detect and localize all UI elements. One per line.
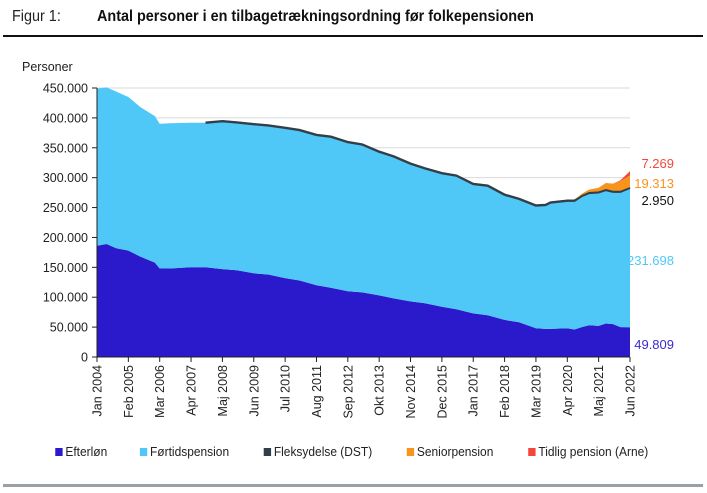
y-tick-label: 350.000 (43, 141, 88, 155)
end-value-labels: 7.269 19.313 2.950 231.698 49.809 (627, 156, 674, 352)
end-label: 231.698 (627, 253, 674, 268)
x-tick-label: Aug 2011 (310, 365, 324, 418)
y-tick-label: 150.000 (43, 261, 88, 275)
y-tick-label: 0 (81, 351, 88, 365)
line-fleksydelse (205, 119, 631, 207)
y-tick-label: 450.000 (43, 82, 88, 96)
x-tick-label: Feb 2018 (498, 365, 512, 418)
area-førtidspension (97, 87, 630, 330)
x-tick-label: Nov 2014 (404, 365, 418, 419)
legend-item: Fleksydelse (DST) (263, 444, 373, 459)
y-tick-label: 100.000 (43, 291, 88, 305)
y-tick-label: 400.000 (43, 111, 88, 125)
legend-label: Seniorpension (416, 444, 494, 459)
x-tick-label: Jan 2017 (467, 365, 481, 416)
x-axis: Jan 2004 Feb 2005 Mar 2006 Apr 2007 Maj 2008… (91, 356, 638, 419)
x-tick-label: Maj 2008 (216, 365, 230, 416)
legend-swatch (528, 447, 536, 456)
legend-swatch (55, 447, 64, 456)
x-tick-label: Apr 2020 (561, 365, 575, 416)
x-tick-label: Jun 2022 (624, 365, 638, 416)
stacked-area-chart: Personer 0 50.000 100.000 150.000 200.000 250… (22, 60, 674, 419)
end-label: 49.809 (634, 337, 674, 352)
x-tick-label: Dec 2015 (435, 365, 449, 419)
legend-item: Førtidspension (139, 444, 230, 459)
legend-label: Efterløn (65, 444, 108, 459)
x-tick-label: Okt 2013 (373, 365, 387, 416)
legend-swatch (406, 447, 415, 456)
legend-item: Efterløn (55, 444, 108, 459)
legend-item: Seniorpension (406, 444, 494, 459)
figure-label: Figur 1: (12, 8, 61, 25)
y-tick-label: 300.000 (43, 171, 88, 185)
x-tick-label: Sep 2012 (341, 365, 355, 419)
y-tick-label: 50.000 (50, 321, 88, 335)
x-tick-label: Jan 2004 (91, 365, 105, 416)
header-divider (3, 35, 703, 37)
area-efterløn (97, 244, 630, 357)
chart-legend: Efterløn Førtidspension Fleksydelse (DST) S… (0, 444, 707, 459)
figure-header: Figur 1: Antal personer i en tilbagetræk… (12, 6, 702, 32)
legend-item: Tidlig pension (Arne) (528, 444, 648, 459)
x-tick-label: Mar 2019 (529, 365, 543, 418)
legend-label: Fleksydelse (DST) (273, 444, 373, 459)
legend-label: Tidlig pension (Arne) (538, 444, 649, 459)
y-axis-label: Personer (22, 60, 73, 74)
end-label: 2.950 (641, 193, 674, 208)
x-tick-label: Jun 2009 (247, 365, 261, 416)
x-tick-label: Apr 2007 (185, 365, 199, 416)
y-tick-label: 200.000 (43, 231, 88, 245)
legend-label: Førtidspension (149, 444, 230, 459)
y-tick-label: 250.000 (43, 201, 88, 215)
legend-swatch (139, 447, 148, 456)
series-areas (97, 87, 631, 357)
x-tick-label: Maj 2021 (592, 365, 606, 416)
end-label: 7.269 (641, 156, 674, 171)
end-label: 19.313 (634, 176, 674, 191)
x-tick-label: Jul 2010 (279, 365, 293, 412)
x-tick-label: Feb 2005 (122, 365, 136, 418)
x-tick-label: Mar 2006 (153, 365, 167, 418)
y-axis: Personer 0 50.000 100.000 150.000 200.000 250… (22, 60, 98, 365)
chart-title: Antal personer i en tilbagetrækningsordn… (97, 8, 534, 25)
footer-divider (3, 484, 703, 487)
legend-swatch (263, 447, 272, 456)
